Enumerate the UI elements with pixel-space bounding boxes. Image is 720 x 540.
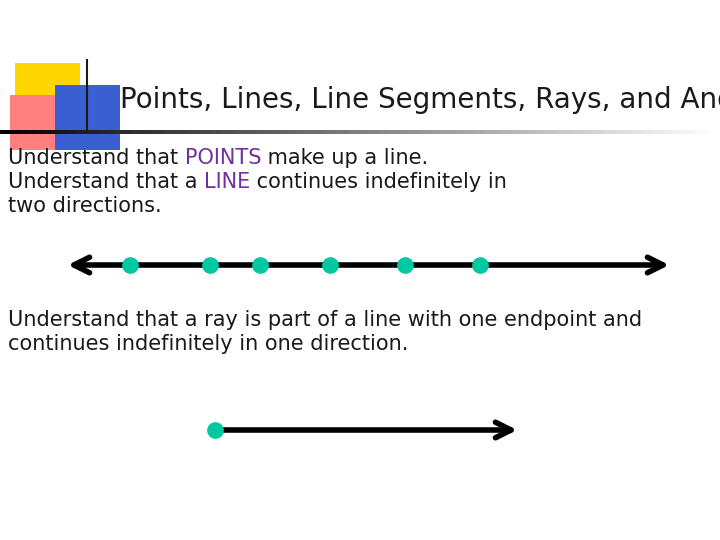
Bar: [15, 63, 80, 118]
Bar: [55, 85, 120, 150]
Text: continues indefinitely in: continues indefinitely in: [251, 172, 508, 192]
Bar: [10, 95, 75, 150]
Text: Understand that: Understand that: [8, 148, 185, 168]
Text: Understand that a: Understand that a: [8, 172, 204, 192]
Text: Points, Lines, Line Segments, Rays, and Angles: Points, Lines, Line Segments, Rays, and …: [120, 86, 720, 114]
Text: two directions.: two directions.: [8, 196, 161, 216]
Text: Understand that a ray is part of a line with one endpoint and: Understand that a ray is part of a line …: [8, 310, 642, 330]
Text: LINE: LINE: [204, 172, 251, 192]
Text: make up a line.: make up a line.: [261, 148, 428, 168]
Text: continues indefinitely in one direction.: continues indefinitely in one direction.: [8, 334, 408, 354]
Text: POINTS: POINTS: [185, 148, 261, 168]
